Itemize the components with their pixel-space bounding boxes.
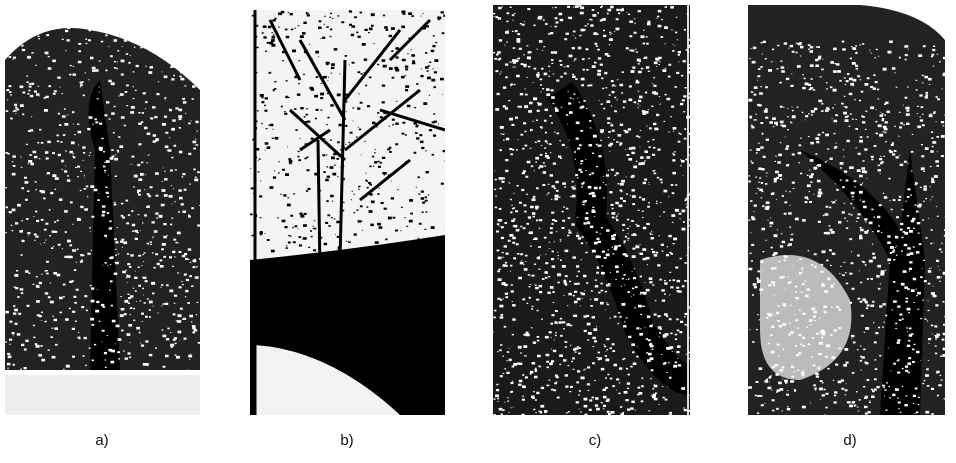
photo-d [748, 5, 945, 415]
texture [5, 10, 200, 372]
photo-c [493, 5, 690, 415]
photo-b [250, 10, 445, 415]
trunk [88, 80, 120, 370]
snow [255, 345, 400, 415]
texture [748, 40, 945, 415]
panel-label: c) [589, 432, 602, 449]
texture [250, 10, 445, 253]
trunk [800, 150, 925, 415]
texture [493, 5, 690, 415]
panel-label: d) [843, 432, 856, 449]
panel-label: b) [340, 432, 353, 449]
snow [5, 375, 200, 415]
trunk [547, 81, 690, 395]
panel-label: a) [95, 432, 108, 449]
sky [860, 5, 945, 40]
